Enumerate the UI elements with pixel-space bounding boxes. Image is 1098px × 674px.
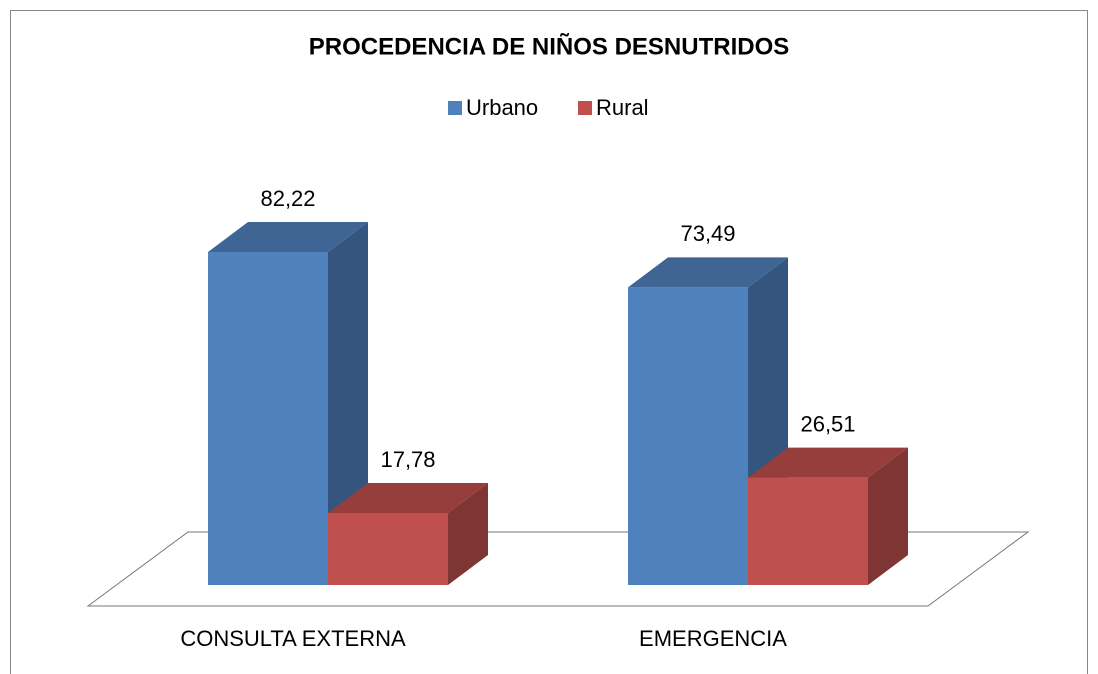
data-label: 26,51 xyxy=(800,411,855,436)
legend-label: Rural xyxy=(596,95,649,120)
bar-side xyxy=(868,447,908,585)
bar-top xyxy=(748,447,908,478)
bar-side xyxy=(448,482,488,585)
data-label: 73,49 xyxy=(680,221,735,246)
legend-swatch xyxy=(578,101,592,115)
chart-title: PROCEDENCIA DE NIÑOS DESNUTRIDOS xyxy=(309,32,790,60)
data-label: 17,78 xyxy=(380,447,435,472)
legend-swatch xyxy=(448,101,462,115)
bar xyxy=(628,287,748,585)
bar xyxy=(328,512,448,585)
bar-top xyxy=(328,482,488,513)
bar xyxy=(748,477,868,585)
x-tick-label: EMERGENCIA xyxy=(639,626,787,651)
x-tick-label: CONSULTA EXTERNA xyxy=(180,626,406,651)
data-label: 82,22 xyxy=(260,186,315,211)
legend-label: Urbano xyxy=(466,95,538,120)
bar-top xyxy=(208,222,368,253)
bar-top xyxy=(628,257,788,288)
bar xyxy=(208,252,328,585)
